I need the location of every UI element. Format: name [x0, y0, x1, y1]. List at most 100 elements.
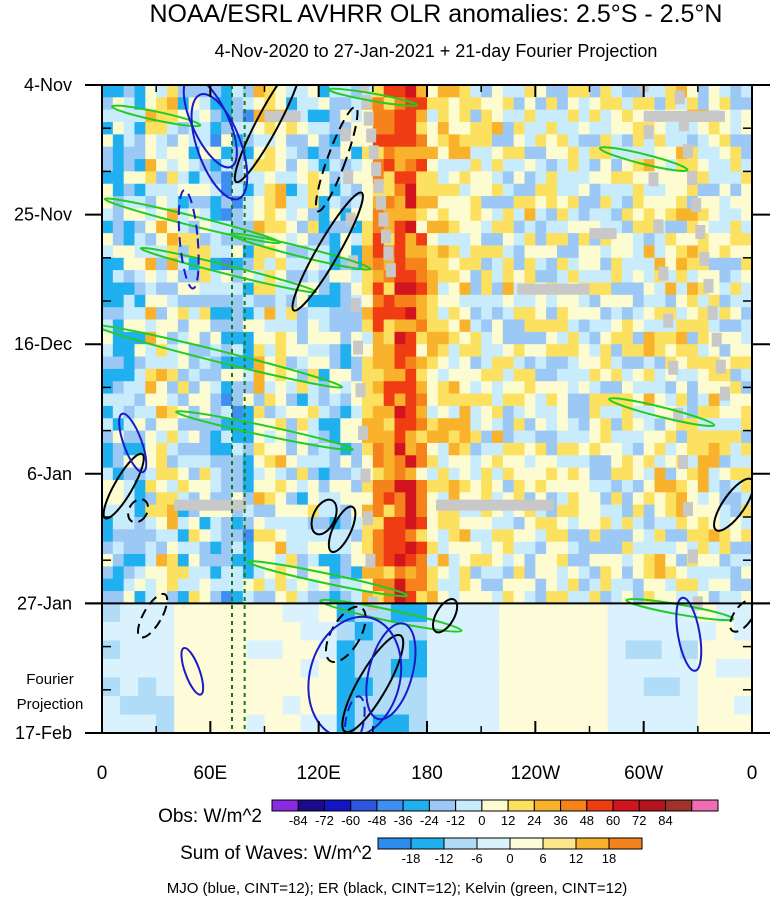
obs-cell: [123, 393, 136, 407]
obs-cell: [535, 554, 547, 567]
obs-cell: [654, 208, 666, 222]
obs-cell: [567, 455, 580, 469]
obs-cell: [286, 504, 298, 518]
obs-cell: [188, 455, 201, 469]
obs-cell: [416, 319, 428, 333]
obs-cell: [156, 554, 168, 567]
obs-cell: [622, 146, 634, 160]
obs-cell: [416, 270, 428, 284]
obs-legend-level-label: 72: [632, 813, 646, 828]
proj-cell: [535, 640, 554, 660]
obs-cell: [557, 442, 569, 456]
proj-cell: [499, 603, 518, 623]
obs-cell: [719, 578, 731, 592]
obs-cell: [232, 171, 244, 185]
obs-cell: [600, 529, 612, 543]
obs-cell: [557, 430, 569, 444]
obs-cell: [307, 467, 320, 481]
obs-cell: [524, 159, 536, 172]
obs-cell: [470, 196, 482, 210]
obs-cell: [275, 578, 287, 592]
obs-cell: [307, 257, 320, 271]
obs-cell: [578, 430, 591, 444]
proj-cell: [679, 695, 699, 716]
obs-cell: [416, 591, 428, 604]
proj-cell: [228, 603, 248, 623]
obs-cell: [318, 331, 331, 345]
obs-cell: [232, 492, 244, 506]
obs-cell: [123, 504, 136, 518]
obs-cell: [112, 159, 125, 172]
obs-cell: [611, 307, 623, 321]
obs-cell: [145, 541, 157, 555]
obs-cell: [589, 196, 601, 210]
obs-cell: [437, 356, 450, 370]
obs-cell: [502, 479, 515, 493]
obs-cell: [567, 405, 580, 419]
proj-cell: [679, 640, 699, 660]
obs-cell: [578, 146, 591, 160]
obs-cell: [470, 270, 482, 284]
obs-cell: [427, 479, 439, 493]
obs-cell: [156, 356, 168, 370]
obs-cell: [188, 196, 201, 210]
obs-cell: [578, 356, 591, 370]
proj-cell: [427, 677, 446, 697]
obs-cell: [416, 455, 428, 469]
obs-cell: [524, 418, 536, 432]
obs-cell: [643, 492, 656, 506]
obs-cell: [156, 122, 168, 135]
obs-cell: [427, 109, 439, 123]
obs-cell: [481, 554, 493, 567]
obs-legend-level-label: 60: [606, 813, 620, 828]
obs-cell: [199, 455, 211, 469]
obs-cell: [524, 122, 536, 135]
proj-cell: [445, 603, 464, 623]
obs-cell: [112, 146, 125, 160]
obs-cell: [177, 541, 190, 555]
obs-cell: [167, 134, 179, 148]
waves-legend-swatch: [575, 837, 610, 850]
obs-cell: [687, 566, 699, 580]
obs-cell: [578, 405, 591, 419]
obs-cell: [123, 245, 136, 259]
obs-cell: [502, 344, 515, 358]
obs-cell: [210, 578, 222, 592]
obs-cell: [730, 319, 742, 333]
obs-cell: [145, 159, 157, 172]
obs-cell: [524, 257, 536, 271]
obs-cell: [383, 405, 396, 419]
obs-cell: [448, 405, 461, 419]
obs-cell: [459, 245, 471, 259]
obs-cell: [513, 467, 526, 481]
obs-cell: [481, 319, 493, 333]
obs-cell: [459, 554, 471, 567]
obs-cell: [654, 331, 666, 345]
obs-cell: [134, 294, 146, 308]
obs-cell: [437, 541, 450, 555]
obs-cell: [134, 517, 146, 530]
proj-cell: [192, 603, 211, 623]
obs-cell: [481, 171, 493, 185]
obs-cell: [567, 578, 580, 592]
obs-cell: [632, 208, 645, 222]
obs-cell: [340, 541, 352, 555]
obs-cell: [210, 405, 222, 419]
obs-cell: [275, 405, 287, 419]
obs-cell: [481, 479, 493, 493]
obs-cell: [730, 541, 742, 555]
obs-cell: [589, 85, 601, 98]
obs-cell: [708, 344, 721, 358]
obs-cell: [600, 270, 612, 284]
proj-cell: [463, 603, 482, 623]
obs-cell: [513, 331, 526, 345]
obs-cell: [632, 307, 645, 321]
obs-cell: [156, 578, 168, 592]
obs-cell: [470, 319, 482, 333]
obs-cell: [156, 159, 168, 172]
proj-cell: [607, 714, 627, 733]
obs-cell: [123, 566, 136, 580]
obs-cell: [286, 85, 298, 98]
obs-cell: [405, 405, 417, 419]
obs-cell: [470, 479, 482, 493]
